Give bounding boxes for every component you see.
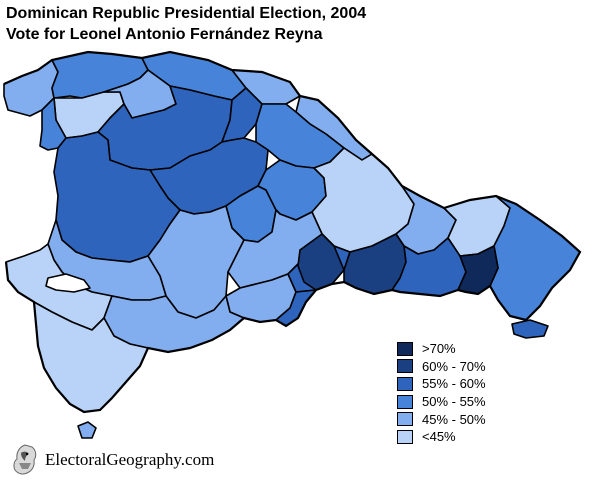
- legend-swatch: [397, 429, 413, 444]
- legend-item: <45%: [397, 428, 486, 446]
- legend-label: 50% - 55%: [422, 394, 486, 410]
- lake-enriquillo: [45, 273, 91, 293]
- legend-item: 60% - 70%: [397, 358, 486, 376]
- legend-label: 60% - 70%: [422, 358, 486, 374]
- legend-label: 55% - 60%: [422, 376, 486, 392]
- region-saona-island: [511, 319, 549, 339]
- credit-text: ElectoralGeography.com: [45, 450, 215, 469]
- coastline-outline: [3, 50, 582, 414]
- region-beata-island: [77, 421, 97, 439]
- legend-label: <45%: [422, 429, 456, 445]
- legend: >70% 60% - 70% 55% - 60% 50% - 55% 45% -…: [397, 340, 486, 446]
- legend-swatch: [397, 341, 413, 356]
- eagle-logo-icon: [13, 444, 37, 475]
- legend-item: 55% - 60%: [397, 375, 486, 393]
- legend-swatch: [397, 359, 413, 374]
- legend-item: 50% - 55%: [397, 393, 486, 411]
- legend-swatch: [397, 376, 413, 391]
- credit-watermark: ElectoralGeography.com: [10, 443, 214, 477]
- title-line-2: Vote for Leonel Antonio Fernández Reyna: [6, 26, 323, 43]
- legend-swatch: [397, 412, 413, 427]
- legend-item: >70%: [397, 340, 486, 358]
- legend-item: 45% - 50%: [397, 410, 486, 428]
- legend-swatch: [397, 394, 413, 409]
- map-title: Dominican Republic Presidential Election…: [6, 3, 366, 45]
- title-line-1: Dominican Republic Presidential Election…: [6, 5, 367, 22]
- legend-label: >70%: [422, 341, 456, 357]
- legend-label: 45% - 50%: [422, 411, 486, 427]
